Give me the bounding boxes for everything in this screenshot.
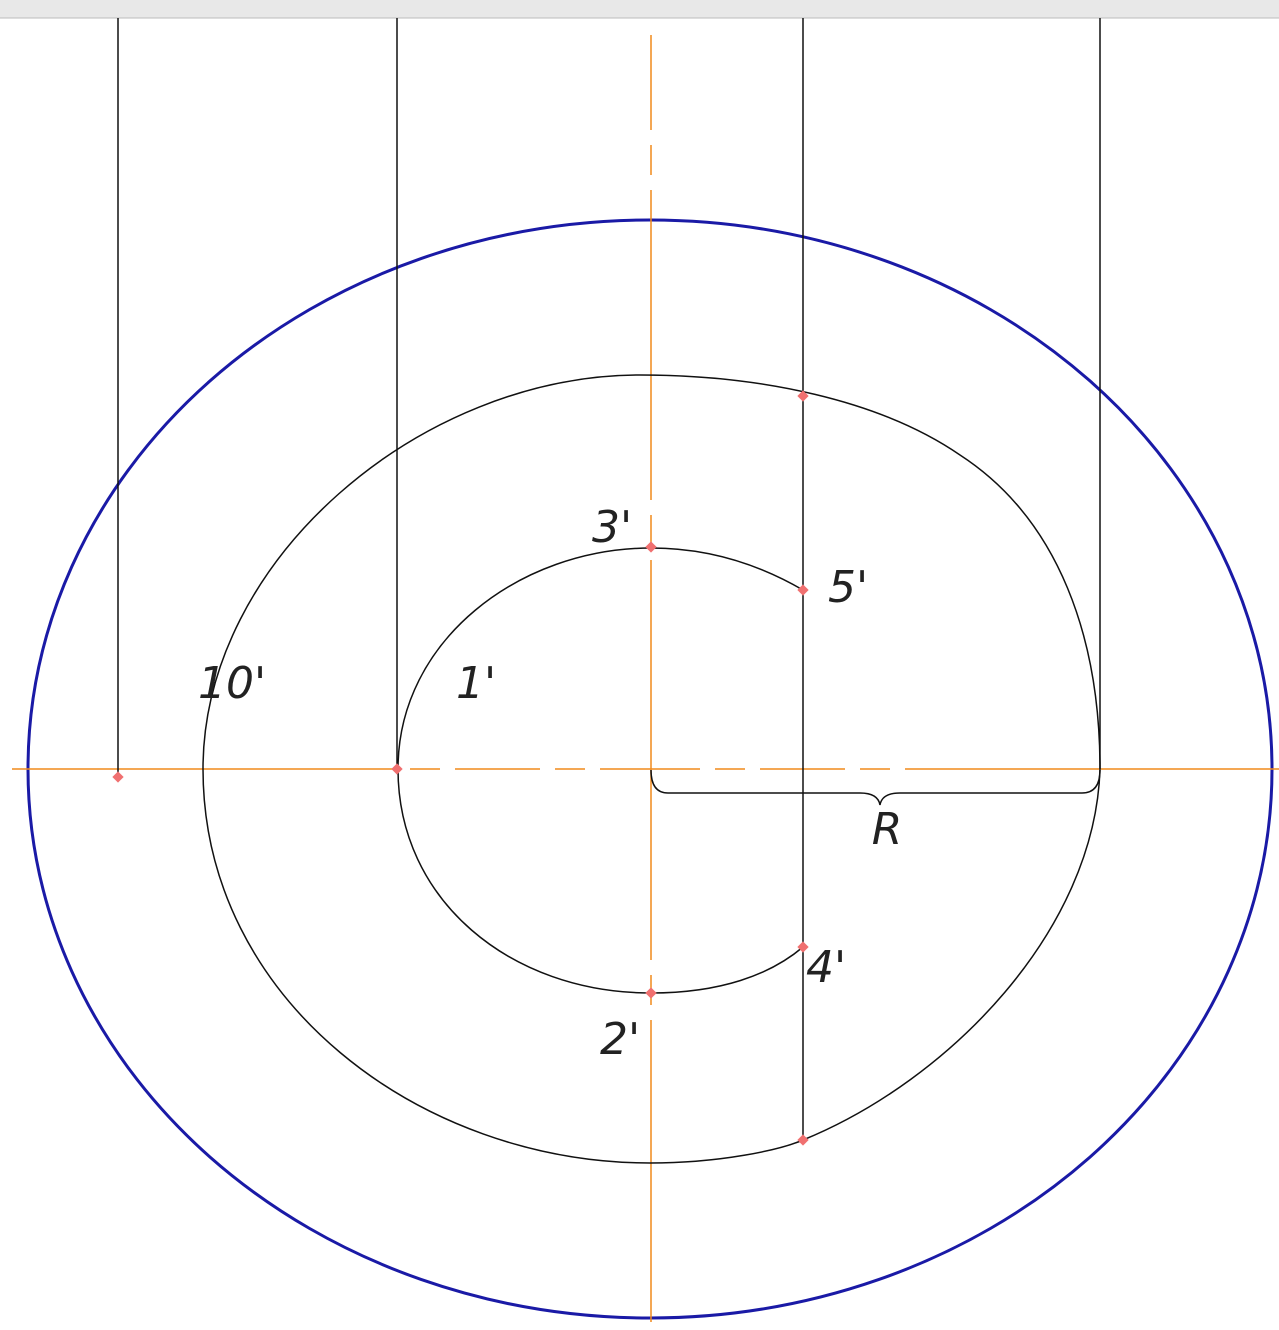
radius-label: R (872, 804, 903, 855)
point (797, 941, 809, 953)
point (797, 584, 809, 596)
projection-lines (117, 18, 1101, 1140)
point-label: 1' (456, 658, 496, 709)
middle-curve (202, 374, 1101, 1164)
points (112, 390, 809, 1146)
inner-curve (397, 547, 804, 994)
point-label: 3' (592, 502, 632, 553)
point-label: 5' (828, 562, 868, 613)
point-label: 4' (806, 942, 846, 993)
point (645, 541, 657, 553)
radius-brace (650, 769, 1101, 806)
point-label: 10' (198, 658, 266, 709)
point (391, 763, 403, 775)
point (645, 987, 657, 999)
point (112, 771, 124, 783)
point (797, 1134, 809, 1146)
point-label: 2' (600, 1014, 640, 1065)
point (797, 390, 809, 402)
toolbar-edge (0, 0, 1279, 18)
